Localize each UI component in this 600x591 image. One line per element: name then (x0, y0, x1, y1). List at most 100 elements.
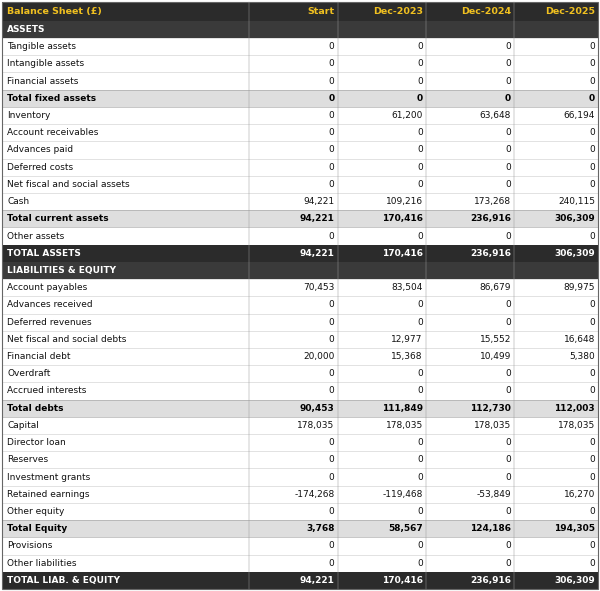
Text: 0: 0 (505, 317, 511, 327)
Text: 306,309: 306,309 (554, 249, 595, 258)
Text: 178,035: 178,035 (474, 421, 511, 430)
Text: 0: 0 (417, 145, 423, 154)
Text: Net fiscal and social assets: Net fiscal and social assets (7, 180, 130, 189)
Text: 0: 0 (589, 94, 595, 103)
Text: 0: 0 (505, 541, 511, 550)
Text: 0: 0 (505, 128, 511, 137)
Bar (2, 554, 598, 571)
Text: 0: 0 (589, 369, 595, 378)
Text: Other liabilities: Other liabilities (7, 558, 77, 568)
Text: 0: 0 (589, 473, 595, 482)
Text: 3,768: 3,768 (306, 524, 335, 533)
Text: ASSETS: ASSETS (7, 25, 46, 34)
Text: 15,552: 15,552 (479, 335, 511, 344)
Text: 0: 0 (417, 42, 423, 51)
Text: 0: 0 (589, 317, 595, 327)
Text: 170,416: 170,416 (382, 249, 423, 258)
Text: 86,679: 86,679 (479, 283, 511, 292)
Text: Dec-2023: Dec-2023 (373, 7, 423, 16)
Text: 0: 0 (329, 473, 335, 482)
Text: 0: 0 (505, 59, 511, 69)
Text: 66,194: 66,194 (563, 111, 595, 120)
Text: 0: 0 (589, 387, 595, 395)
Text: Capital: Capital (7, 421, 39, 430)
Bar (2, 486, 598, 503)
Text: 0: 0 (329, 369, 335, 378)
Text: Overdraft: Overdraft (7, 369, 50, 378)
Text: 109,216: 109,216 (386, 197, 423, 206)
Bar (2, 331, 598, 348)
Bar (2, 73, 598, 90)
Bar (2, 452, 598, 469)
Text: Provisions: Provisions (7, 541, 52, 550)
Text: 0: 0 (417, 77, 423, 86)
Text: Cash: Cash (7, 197, 29, 206)
Text: 306,309: 306,309 (554, 576, 595, 585)
Text: 0: 0 (329, 541, 335, 550)
Bar (2, 210, 598, 228)
Text: 0: 0 (505, 473, 511, 482)
Bar (2, 434, 598, 452)
Text: 0: 0 (505, 300, 511, 310)
Text: 0: 0 (589, 59, 595, 69)
Text: 0: 0 (417, 455, 423, 465)
Text: Advances paid: Advances paid (7, 145, 73, 154)
Text: Deferred revenues: Deferred revenues (7, 317, 92, 327)
Text: 0: 0 (505, 387, 511, 395)
Text: 0: 0 (417, 59, 423, 69)
Text: 0: 0 (329, 300, 335, 310)
Text: Other assets: Other assets (7, 232, 64, 241)
Bar (2, 262, 598, 279)
Text: 0: 0 (329, 335, 335, 344)
Text: 12,977: 12,977 (391, 335, 423, 344)
Text: Dec-2025: Dec-2025 (545, 7, 595, 16)
Text: 0: 0 (589, 77, 595, 86)
Text: 0: 0 (505, 369, 511, 378)
Text: 89,975: 89,975 (563, 283, 595, 292)
Bar (2, 400, 598, 417)
Text: 0: 0 (589, 558, 595, 568)
Text: TOTAL LIAB. & EQUITY: TOTAL LIAB. & EQUITY (7, 576, 120, 585)
Text: Intangible assets: Intangible assets (7, 59, 84, 69)
Text: Accrued interests: Accrued interests (7, 387, 86, 395)
Bar (2, 55, 598, 73)
Text: 0: 0 (329, 455, 335, 465)
Text: 0: 0 (505, 180, 511, 189)
Text: 0: 0 (417, 163, 423, 171)
Bar (2, 141, 598, 158)
Bar (2, 245, 598, 262)
Text: 20,000: 20,000 (303, 352, 335, 361)
Text: 170,416: 170,416 (382, 576, 423, 585)
Text: 0: 0 (589, 128, 595, 137)
Text: 16,648: 16,648 (563, 335, 595, 344)
Text: Total debts: Total debts (7, 404, 64, 413)
Text: 0: 0 (505, 42, 511, 51)
Text: 58,567: 58,567 (388, 524, 423, 533)
Bar (2, 503, 598, 520)
Text: 0: 0 (329, 317, 335, 327)
Text: 0: 0 (416, 94, 423, 103)
Bar (2, 158, 598, 176)
Text: 0: 0 (589, 232, 595, 241)
Text: 90,453: 90,453 (300, 404, 335, 413)
Bar (2, 124, 598, 141)
Text: 240,115: 240,115 (558, 197, 595, 206)
Bar (2, 537, 598, 554)
Text: 0: 0 (417, 300, 423, 310)
Text: -119,468: -119,468 (382, 490, 423, 499)
Text: 0: 0 (505, 507, 511, 516)
Text: 70,453: 70,453 (303, 283, 335, 292)
Text: 0: 0 (417, 232, 423, 241)
Text: 0: 0 (328, 94, 335, 103)
Text: 178,035: 178,035 (297, 421, 335, 430)
Text: 61,200: 61,200 (391, 111, 423, 120)
Text: 0: 0 (329, 77, 335, 86)
Text: Deferred costs: Deferred costs (7, 163, 73, 171)
Bar (2, 38, 598, 55)
Text: Other equity: Other equity (7, 507, 64, 516)
Text: 0: 0 (589, 541, 595, 550)
Text: 10,499: 10,499 (479, 352, 511, 361)
Text: Account payables: Account payables (7, 283, 87, 292)
Text: 0: 0 (505, 455, 511, 465)
Text: 0: 0 (329, 111, 335, 120)
